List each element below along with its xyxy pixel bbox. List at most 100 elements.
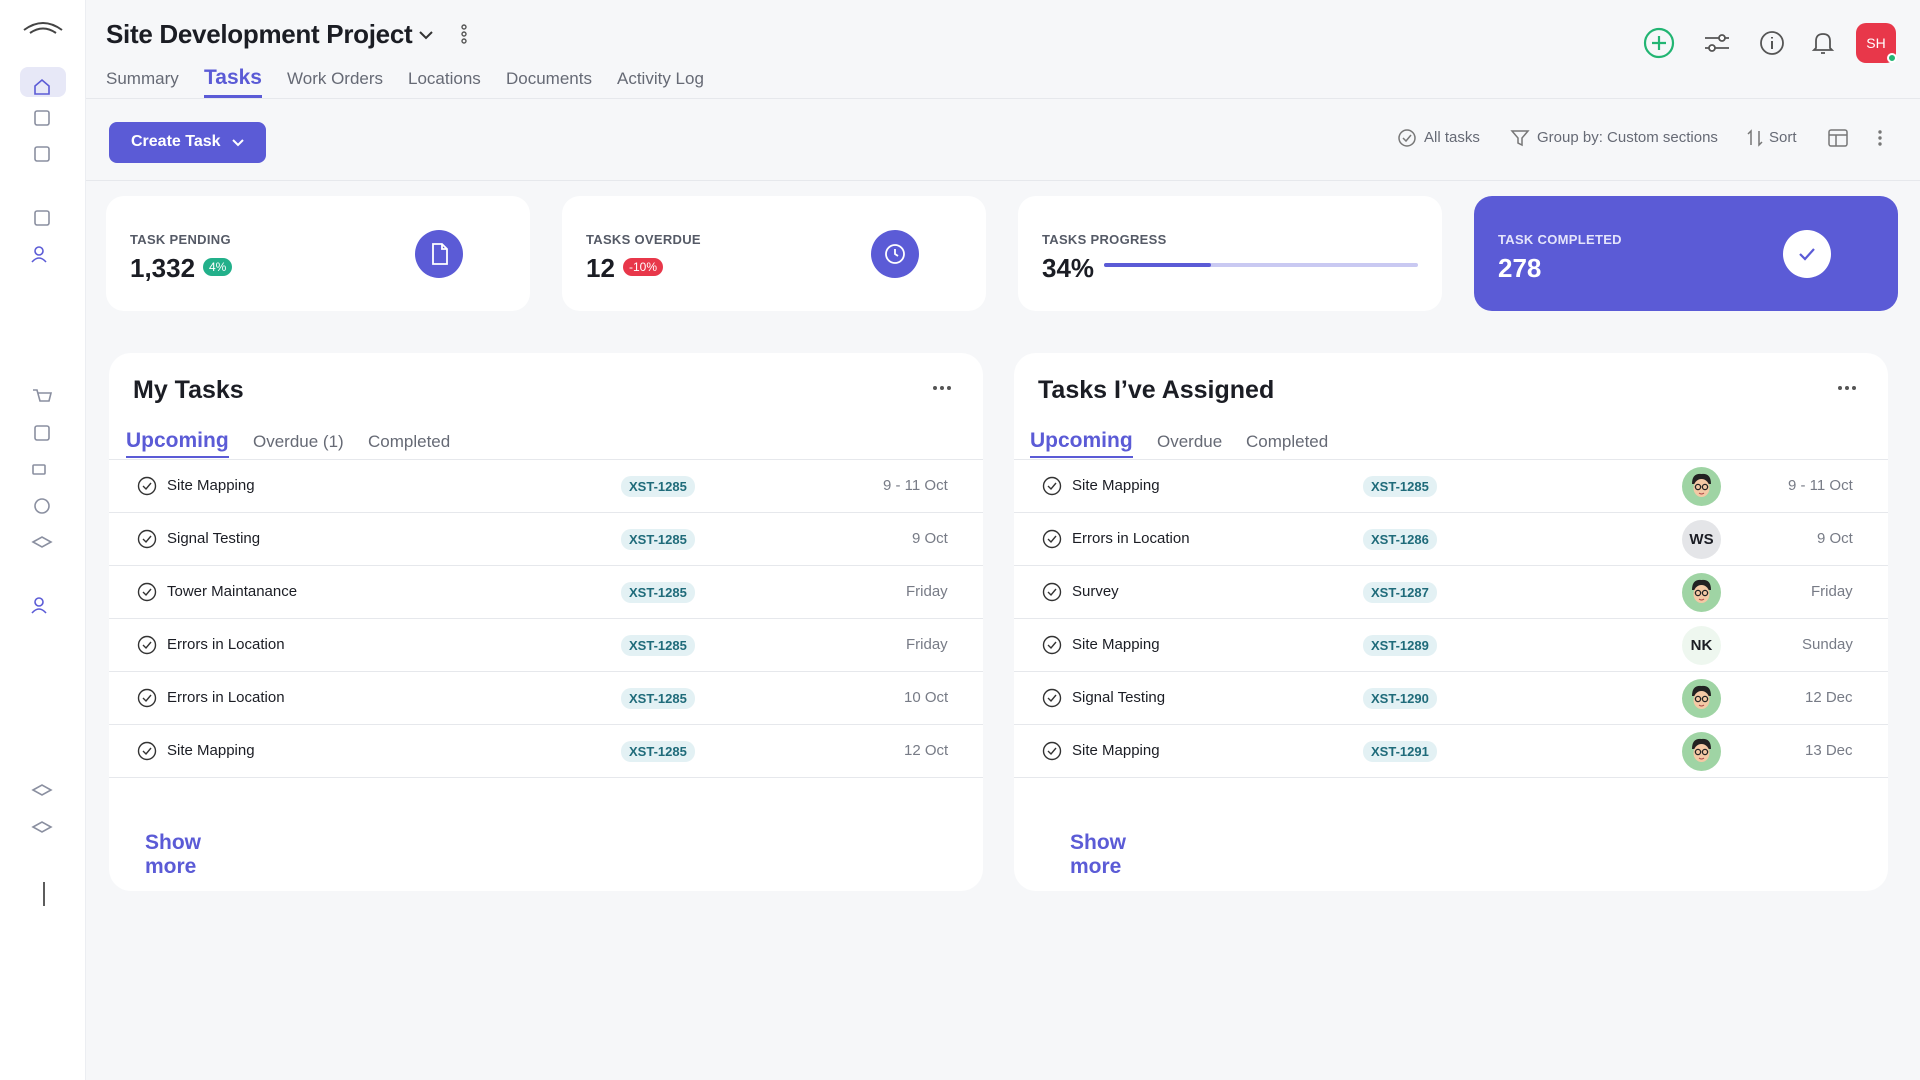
toolbar-menu [1878, 130, 1882, 146]
task-name: Signal Testing [1072, 689, 1166, 706]
task-date: 10 Oct [904, 689, 949, 706]
panel-menu [1838, 386, 1856, 390]
assignee-photo [1682, 679, 1721, 718]
task-code: XST-1285 [621, 529, 695, 550]
task-check [1042, 741, 1062, 761]
task-code: XST-1286 [1363, 529, 1437, 550]
stat-value: 1,332 [130, 253, 196, 283]
show-more-link[interactable]: Show more [145, 831, 201, 878]
task-date: 12 Dec [1805, 689, 1853, 706]
nav-tab[interactable]: Tasks [204, 66, 262, 89]
task-check [1042, 529, 1062, 549]
title-dropdown [419, 31, 433, 40]
progress-fill [1104, 263, 1211, 267]
toolbar-filter[interactable]: Group by: Custom sections [1537, 129, 1718, 146]
task-row[interactable]: Site Mapping XST-1285 9 - 11 Oct [1014, 460, 1888, 513]
task-row[interactable]: Signal Testing XST-1285 9 Oct [109, 513, 983, 566]
sidebar [0, 0, 86, 1080]
task-code: XST-1285 [621, 741, 695, 762]
task-code: XST-1287 [1363, 582, 1437, 603]
task-row[interactable]: Tower Maintanance XST-1285 Friday [109, 566, 983, 619]
task-code: XST-1285 [1363, 476, 1437, 497]
panel-divider [1014, 459, 1888, 460]
task-date: 9 - 11 Oct [883, 477, 948, 494]
sort-icon [1747, 129, 1763, 147]
stat-icon [1783, 230, 1831, 278]
show-more-link[interactable]: Show more [1070, 831, 1126, 878]
task-row[interactable]: Site Mapping XST-1291 13 Dec [1014, 725, 1888, 778]
panel-tab[interactable]: Upcoming [126, 429, 229, 452]
task-name: Site Mapping [1072, 477, 1160, 494]
panel-tab[interactable]: Completed [1246, 432, 1329, 451]
all-tasks-icon [1398, 129, 1416, 147]
layout-icon [1828, 129, 1848, 147]
status-dot [1887, 53, 1897, 63]
task-check [137, 635, 157, 655]
nav-tab[interactable]: Summary [106, 69, 179, 88]
task-name: Errors in Location [1072, 530, 1190, 547]
assignee-photo [1682, 573, 1721, 612]
stat-label: TASK COMPLETED [1498, 232, 1622, 247]
stat-label: TASKS OVERDUE [586, 232, 701, 247]
progress-track [1104, 263, 1418, 267]
toolbar-filter[interactable]: All tasks [1424, 129, 1480, 146]
task-check [1042, 635, 1062, 655]
add-button [1643, 27, 1675, 59]
title-menu [461, 24, 467, 44]
project-title: Site Development Project [106, 19, 413, 49]
nav-tab[interactable]: Documents [506, 69, 592, 88]
stat-card: TASKS PROGRESS 34% [1018, 196, 1442, 311]
task-row[interactable]: Errors in Location XST-1286 9 Oct WS [1014, 513, 1888, 566]
create-task-button[interactable]: Create Task [109, 122, 266, 163]
task-date: Friday [906, 636, 948, 653]
task-date: 13 Dec [1805, 742, 1853, 759]
assignee-avatar: NK [1682, 626, 1721, 665]
panel-tab[interactable]: Completed [368, 432, 451, 451]
nav-active[interactable] [20, 67, 66, 97]
task-name: Errors in Location [167, 636, 285, 653]
task-check [1042, 688, 1062, 708]
task-row[interactable]: Errors in Location XST-1285 Friday [109, 619, 983, 672]
panel-title: Tasks I’ve Assigned [1038, 376, 1275, 404]
tab-underline [204, 95, 262, 98]
task-check [137, 529, 157, 549]
task-code: XST-1290 [1363, 688, 1437, 709]
nav-tab[interactable]: Locations [408, 69, 481, 88]
panel-tab[interactable]: Overdue (1) [253, 432, 344, 451]
stat-badge: -10% [623, 258, 664, 276]
panel-tab[interactable]: Overdue [1157, 432, 1223, 451]
assignee-avatar: WS [1682, 520, 1721, 559]
panel-menu [933, 386, 951, 390]
assignee-photo [1682, 732, 1721, 771]
task-code: XST-1285 [621, 582, 695, 603]
task-date: 9 - 11 Oct [1788, 477, 1853, 494]
task-date: Friday [1811, 583, 1853, 600]
nav-tab[interactable]: Work Orders [287, 69, 384, 88]
info-icon [1760, 31, 1784, 55]
header-divider [86, 98, 1920, 99]
stat-icon [415, 230, 463, 278]
panel-tab[interactable]: Upcoming [1030, 429, 1133, 452]
panel-tab-underline [1030, 456, 1133, 458]
task-check [1042, 582, 1062, 602]
task-row[interactable]: Errors in Location XST-1285 10 Oct [109, 672, 983, 725]
task-check [1042, 476, 1062, 496]
task-name: Signal Testing [167, 530, 261, 547]
nav-tab[interactable]: Activity Log [617, 69, 704, 88]
task-row[interactable]: Site Mapping XST-1285 12 Oct [109, 725, 983, 778]
task-code: XST-1289 [1363, 635, 1437, 656]
task-row[interactable]: Survey XST-1287 Friday [1014, 566, 1888, 619]
task-row[interactable]: Site Mapping XST-1289 Sunday NK [1014, 619, 1888, 672]
task-check [137, 741, 157, 761]
panel-divider [109, 459, 983, 460]
task-row[interactable]: Site Mapping XST-1285 9 - 11 Oct [109, 460, 983, 513]
toolbar-filter[interactable]: Sort [1769, 129, 1797, 146]
task-row[interactable]: Signal Testing XST-1290 12 Dec [1014, 672, 1888, 725]
stat-card: TASKS OVERDUE 12 -10% [562, 196, 986, 311]
task-code: XST-1285 [621, 688, 695, 709]
stat-label: TASKS PROGRESS [1042, 232, 1167, 247]
logo [23, 22, 63, 34]
stat-badge: 4% [203, 258, 233, 276]
task-code: XST-1285 [621, 635, 695, 656]
